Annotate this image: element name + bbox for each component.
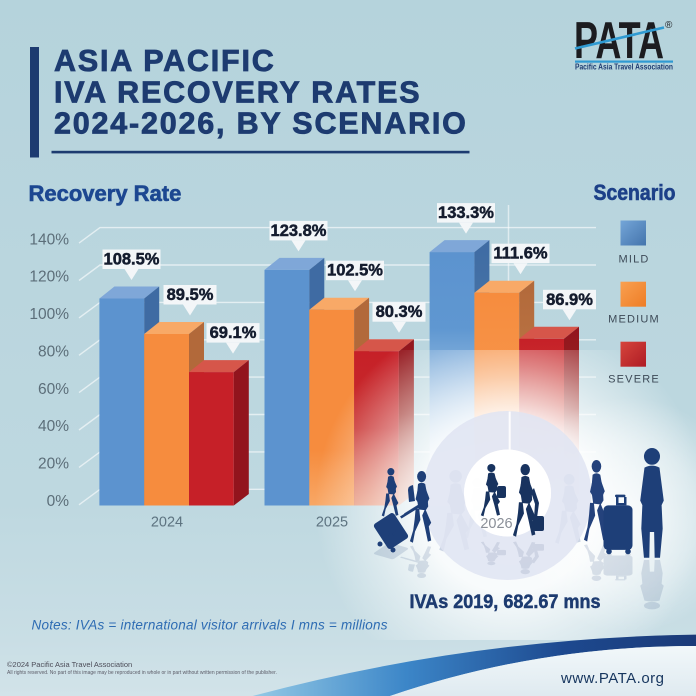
- svg-text:108.5%: 108.5%: [104, 251, 160, 269]
- svg-text:123.8%: 123.8%: [271, 222, 327, 240]
- svg-text:140%: 140%: [29, 231, 69, 248]
- svg-text:102.5%: 102.5%: [327, 262, 383, 280]
- svg-text:133.3%: 133.3%: [438, 204, 494, 222]
- svg-text:All rights reserved. No part o: All rights reserved. No part of this ima…: [7, 670, 277, 676]
- svg-text:ASIA PACIFIC: ASIA PACIFIC: [54, 44, 276, 78]
- svg-text:89.5%: 89.5%: [167, 286, 214, 304]
- svg-text:www.PATA.org: www.PATA.org: [560, 670, 665, 687]
- svg-text:69.1%: 69.1%: [210, 324, 257, 342]
- svg-text:80.3%: 80.3%: [376, 303, 423, 321]
- svg-text:Scenario: Scenario: [594, 180, 676, 205]
- svg-text:Pacific Asia Travel Associatio: Pacific Asia Travel Association: [575, 63, 673, 72]
- svg-text:2025: 2025: [316, 515, 348, 531]
- svg-text:MEDIUM: MEDIUM: [608, 314, 660, 326]
- svg-text:2024: 2024: [151, 515, 183, 531]
- svg-text:©2024 Pacific Asia Travel Asso: ©2024 Pacific Asia Travel Association: [7, 660, 132, 669]
- svg-text:SEVERE: SEVERE: [608, 374, 660, 386]
- svg-text:120%: 120%: [29, 269, 69, 286]
- svg-text:0%: 0%: [47, 493, 70, 510]
- svg-text:60%: 60%: [38, 381, 69, 398]
- svg-text:2024-2026, BY SCENARIO: 2024-2026, BY SCENARIO: [54, 107, 468, 141]
- svg-text:IVA RECOVERY RATES: IVA RECOVERY RATES: [54, 75, 421, 109]
- svg-text:Recovery Rate: Recovery Rate: [29, 181, 182, 206]
- svg-text:2026: 2026: [480, 516, 512, 532]
- svg-text:IVAs 2019, 682.67 mns: IVAs 2019, 682.67 mns: [410, 592, 601, 613]
- svg-text:®: ®: [665, 20, 673, 31]
- svg-text:Notes: IVAs = international vi: Notes: IVAs = international visitor arri…: [32, 618, 388, 633]
- svg-text:100%: 100%: [29, 306, 69, 323]
- svg-text:111.6%: 111.6%: [493, 245, 547, 263]
- svg-text:20%: 20%: [38, 456, 69, 473]
- svg-text:PATA: PATA: [574, 12, 664, 70]
- svg-text:86.9%: 86.9%: [546, 291, 593, 309]
- svg-text:80%: 80%: [38, 344, 69, 361]
- svg-text:MILD: MILD: [618, 254, 649, 266]
- svg-text:40%: 40%: [38, 418, 69, 435]
